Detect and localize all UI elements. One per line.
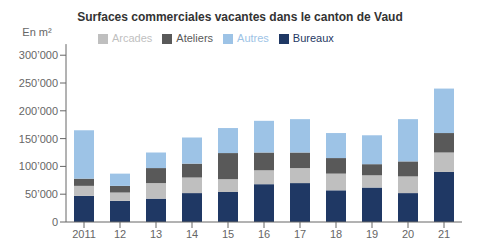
svg-text:2011: 2011 bbox=[72, 228, 96, 240]
svg-text:12: 12 bbox=[114, 228, 126, 240]
html-text:Surfaces commerciales vacantes: Surfaces commerciales vacantes dans le c… bbox=[77, 10, 403, 24]
svg-text:16: 16 bbox=[258, 228, 270, 240]
svg-text:50’000: 50’000 bbox=[25, 188, 58, 200]
svg-text:200’000: 200’000 bbox=[19, 105, 58, 117]
svg-text:14: 14 bbox=[186, 228, 198, 240]
svg-text:20: 20 bbox=[402, 228, 414, 240]
svg-text:0: 0 bbox=[52, 216, 58, 228]
html-text:Autres: Autres bbox=[237, 32, 269, 44]
svg-text:18: 18 bbox=[330, 228, 342, 240]
svg-text:21: 21 bbox=[438, 228, 450, 240]
svg-text:19: 19 bbox=[366, 228, 378, 240]
svg-text:13: 13 bbox=[150, 228, 162, 240]
svg-text:15: 15 bbox=[222, 228, 234, 240]
svg-text:100’000: 100’000 bbox=[19, 160, 58, 172]
html-text:Arcades: Arcades bbox=[112, 32, 153, 44]
svg-text:250’000: 250’000 bbox=[19, 77, 58, 89]
svg-text:En m²: En m² bbox=[22, 26, 52, 38]
html-text:Ateliers: Ateliers bbox=[176, 32, 213, 44]
svg-text:150’000: 150’000 bbox=[19, 133, 58, 145]
html-text:Bureaux: Bureaux bbox=[292, 32, 334, 44]
svg-text:17: 17 bbox=[294, 228, 306, 240]
svg-text:300’000: 300’000 bbox=[19, 49, 58, 61]
